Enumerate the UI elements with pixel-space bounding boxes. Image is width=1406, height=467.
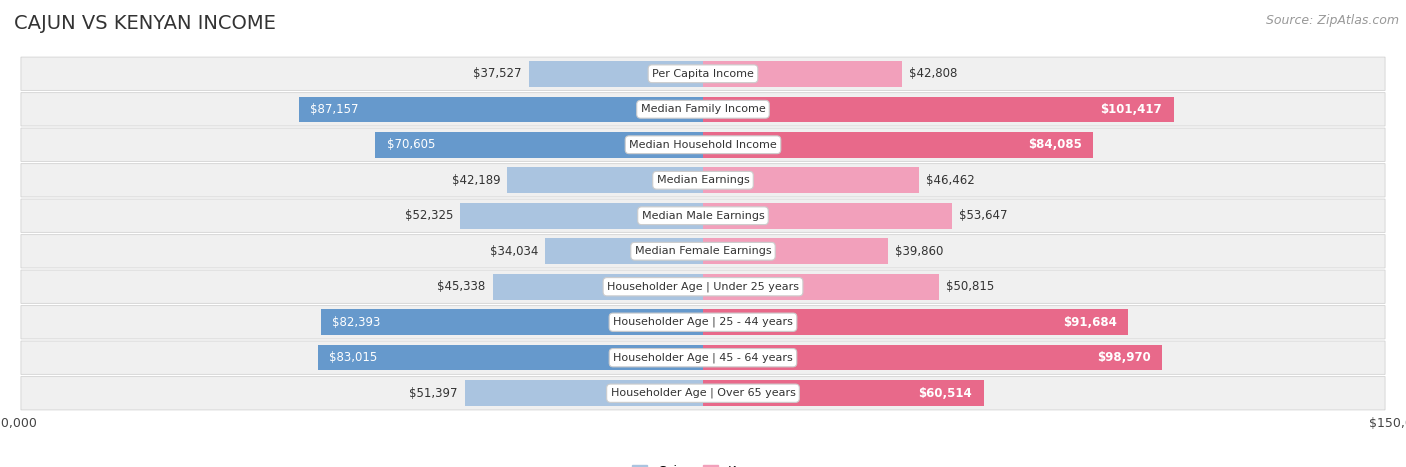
Bar [318,345,703,370]
Text: CAJUN VS KENYAN INCOME: CAJUN VS KENYAN INCOME [14,14,276,33]
Bar [703,132,1092,157]
Bar [703,203,952,228]
Text: Householder Age | Under 25 years: Householder Age | Under 25 years [607,282,799,292]
Text: Median Male Earnings: Median Male Earnings [641,211,765,221]
Bar [529,61,703,86]
Text: $83,015: $83,015 [329,351,378,364]
Text: $87,157: $87,157 [311,103,359,116]
Bar [546,239,703,264]
Bar [464,381,703,406]
Text: Householder Age | 45 - 64 years: Householder Age | 45 - 64 years [613,353,793,363]
Bar [703,345,1163,370]
FancyBboxPatch shape [21,199,1385,233]
FancyBboxPatch shape [21,270,1385,304]
Text: $46,462: $46,462 [925,174,974,187]
Text: $91,684: $91,684 [1063,316,1116,329]
Text: $39,860: $39,860 [894,245,943,258]
FancyBboxPatch shape [21,92,1385,126]
FancyBboxPatch shape [21,305,1385,339]
Text: $34,034: $34,034 [489,245,538,258]
Text: $53,647: $53,647 [959,209,1007,222]
Text: Householder Age | Over 65 years: Householder Age | Over 65 years [610,388,796,398]
Bar [703,168,918,193]
FancyBboxPatch shape [21,376,1385,410]
Text: $50,815: $50,815 [946,280,994,293]
Text: Householder Age | 25 - 44 years: Householder Age | 25 - 44 years [613,317,793,327]
Bar [703,61,901,86]
Text: $60,514: $60,514 [918,387,972,400]
FancyBboxPatch shape [21,341,1385,375]
Text: Median Earnings: Median Earnings [657,175,749,185]
Text: $42,189: $42,189 [451,174,501,187]
Bar [703,310,1129,335]
Text: $101,417: $101,417 [1101,103,1161,116]
Text: $98,970: $98,970 [1097,351,1150,364]
Text: $37,527: $37,527 [474,67,522,80]
Bar [703,97,1174,122]
Text: $70,605: $70,605 [387,138,436,151]
Bar [703,381,984,406]
Text: $82,393: $82,393 [332,316,381,329]
Bar [703,274,939,299]
FancyBboxPatch shape [21,128,1385,162]
Bar [298,97,703,122]
Text: Median Female Earnings: Median Female Earnings [634,246,772,256]
Bar [460,203,703,228]
Text: $45,338: $45,338 [437,280,485,293]
Text: $52,325: $52,325 [405,209,453,222]
Legend: Cajun, Kenyan: Cajun, Kenyan [627,460,779,467]
Bar [375,132,703,157]
Bar [492,274,703,299]
Bar [508,168,703,193]
FancyBboxPatch shape [21,57,1385,91]
Text: Median Household Income: Median Household Income [628,140,778,150]
Bar [703,239,889,264]
Bar [321,310,703,335]
FancyBboxPatch shape [21,234,1385,268]
Text: $84,085: $84,085 [1028,138,1081,151]
FancyBboxPatch shape [21,163,1385,197]
Text: $42,808: $42,808 [908,67,957,80]
Text: Median Family Income: Median Family Income [641,104,765,114]
Text: Source: ZipAtlas.com: Source: ZipAtlas.com [1265,14,1399,27]
Text: $51,397: $51,397 [409,387,457,400]
Text: Per Capita Income: Per Capita Income [652,69,754,79]
